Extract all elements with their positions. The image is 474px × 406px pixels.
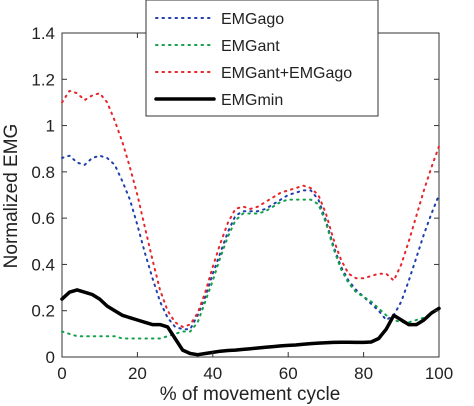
y-tick-label: 1.2 [31, 70, 55, 89]
x-tick-label: 80 [354, 364, 373, 383]
x-tick-label: 100 [425, 364, 453, 383]
y-tick-label: 0 [46, 348, 55, 367]
x-tick-label: 0 [57, 364, 66, 383]
series-line-emgmin [60, 288, 441, 357]
x-tick-label: 20 [128, 364, 147, 383]
y-tick-label: 1 [46, 117, 55, 136]
series-line-emgant-emgago [61, 89, 440, 328]
y-axis-label: Normalized EMG [1, 124, 22, 269]
y-tick-label: 1.4 [31, 24, 55, 43]
y-tick-label: 0.8 [31, 163, 55, 182]
x-tick-label: 60 [279, 364, 298, 383]
series-line-emgago [61, 154, 440, 331]
legend-box [145, 0, 379, 117]
legend-items: EMGago EMGant EMGant+EMGago EMGmin [154, 11, 352, 109]
legend-label: EMGant [221, 38, 280, 55]
y-tick-label: 0.4 [31, 255, 55, 274]
y-tick-label: 0.6 [31, 209, 55, 228]
legend-label: EMGant+EMGago [221, 65, 352, 82]
legend-label: EMGmin [221, 92, 283, 109]
y-axis-ticks: 0 0.2 0.4 0.6 0.8 1 1.2 1.4 [31, 24, 439, 367]
x-tick-label: 40 [203, 364, 222, 383]
legend-label: EMGago [221, 11, 284, 28]
series-layer [60, 89, 441, 357]
legend: EMGago EMGant EMGant+EMGago EMGmin [145, 0, 379, 117]
y-tick-label: 0.2 [31, 302, 55, 321]
x-axis-label: % of movement cycle [160, 384, 341, 405]
series-line-emgant [61, 198, 440, 340]
